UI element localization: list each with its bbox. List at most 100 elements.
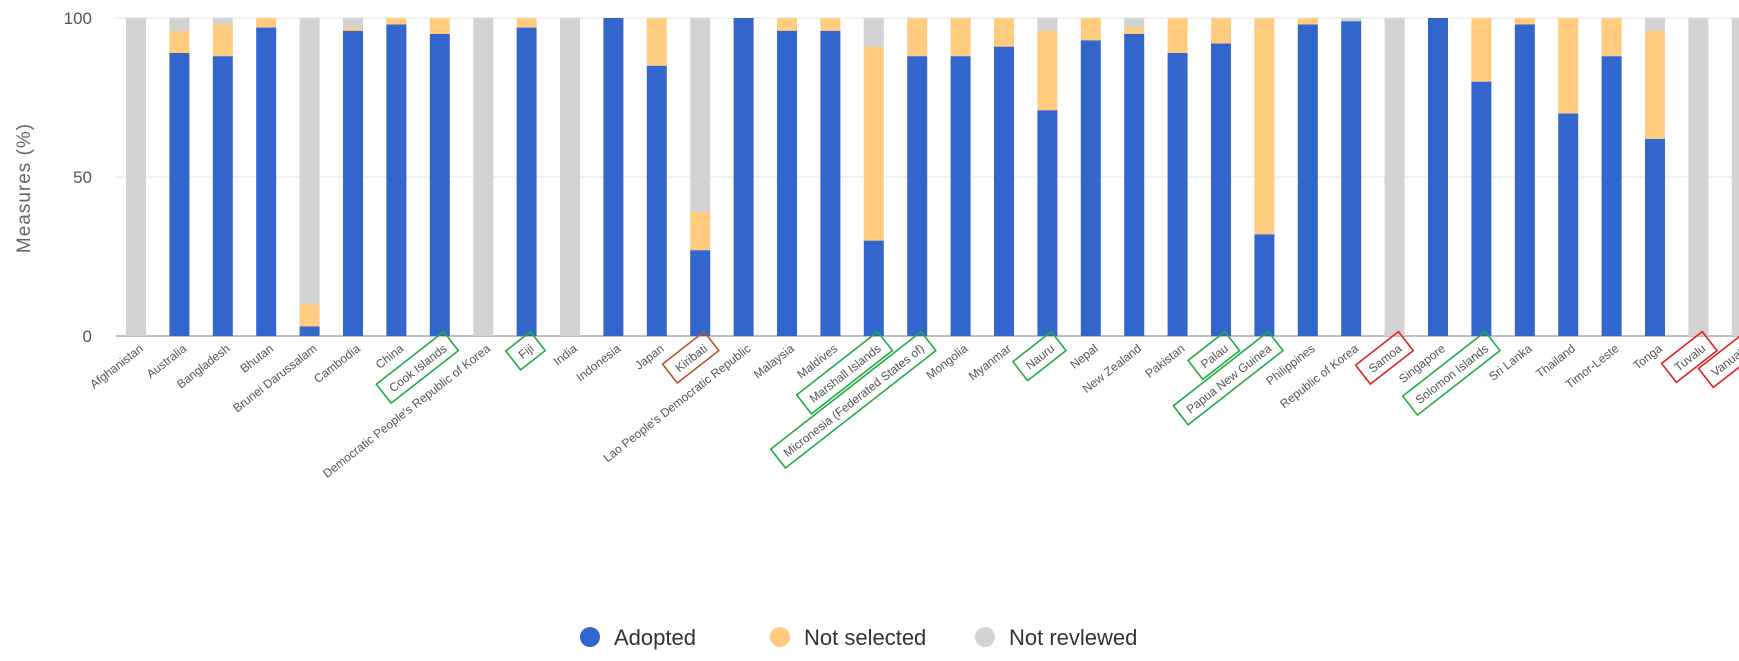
bar-not-reviewed-tonga — [1645, 18, 1665, 31]
bar-not-selected-bangladesh — [212, 24, 233, 57]
bar-not-reviewed-nauru — [1037, 18, 1058, 31]
label-highlight-samoa — [1354, 330, 1415, 386]
x-tick-label-tuvalu: Tuvalu — [1672, 341, 1709, 374]
bar-not-selected-solomon-islands — [1471, 18, 1492, 82]
x-tick-label-malaysia: Malaysia — [751, 341, 797, 381]
x-tick-label-afghanistan: Afghanistan — [87, 341, 146, 391]
x-tick-label-japan: Japan — [632, 341, 666, 372]
bar-not-selected-philippines — [1297, 18, 1318, 25]
bar-adopted-timor-leste — [1601, 56, 1622, 336]
x-tick-label-republic-of-korea: Republic of Korea — [1277, 341, 1361, 411]
bar-not-selected-mongolia — [950, 18, 971, 57]
x-tick-label-samoa: Samoa — [1366, 341, 1405, 376]
bar-adopted-mongolia — [950, 56, 971, 336]
bar-not-reviewed-cambodia — [343, 18, 363, 28]
bar-not-reviewed-new-zealand — [1124, 18, 1145, 28]
label-highlight-fiji — [504, 330, 547, 372]
y-axis: Measures (%) 0 50 100 — [14, 9, 92, 346]
bar-adopted-bhutan — [256, 27, 277, 336]
x-tick-label-palau: Palau — [1198, 341, 1231, 371]
bar-not-selected-japan — [646, 18, 667, 66]
label-highlight-tuvalu — [1660, 330, 1719, 384]
label-highlight-kiribati — [661, 330, 720, 385]
label-highlight-palau — [1186, 330, 1241, 381]
bar-adopted-micronesia-federated-states-of — [907, 56, 928, 336]
bar-not-reviewed-tuvalu — [1688, 18, 1709, 336]
bar-not-selected-marshall-islands — [863, 46, 884, 241]
label-highlight-solomon-islands — [1401, 330, 1502, 417]
bar-adopted-china — [386, 24, 407, 337]
y-tick-label: 0 — [83, 327, 92, 346]
x-tick-label-mongolia: Mongolia — [923, 341, 970, 382]
bar-not-selected-fiji — [516, 18, 537, 28]
bar-not-reviewed-india — [560, 18, 580, 336]
x-tick-label-solomon-islands: Solomon Islands — [1413, 341, 1492, 407]
y-axis-label: Measures (%) — [14, 123, 35, 253]
bar-adopted-fiji — [516, 27, 537, 336]
bar-not-selected-cook-islands — [429, 18, 450, 34]
bar-not-selected-australia — [169, 30, 190, 53]
bar-not-selected-myanmar — [994, 18, 1014, 47]
bar-not-selected-new-zealand — [1124, 27, 1145, 34]
bar-not-reviewed-australia — [169, 18, 190, 31]
bar-adopted-cook-islands — [429, 33, 450, 337]
legend: Adopted Not selected Not revlewed — [580, 625, 1137, 650]
bar-not-selected-brunei-darussalam — [299, 304, 320, 327]
bar-not-reviewed-democratic-people-s-republic-of-korea — [473, 18, 494, 336]
bar-adopted-marshall-islands — [863, 240, 884, 336]
x-tick-label-pakistan: Pakistan — [1143, 341, 1188, 380]
bar-not-selected-micronesia-federated-states-of — [907, 18, 928, 57]
y-tick-label: 100 — [64, 9, 92, 28]
bar-adopted-maldives — [820, 30, 841, 336]
bar-not-selected-malaysia — [777, 18, 797, 31]
legend-label-not-revlewed: Not revlewed — [1009, 625, 1137, 650]
bar-adopted-indonesia — [603, 18, 624, 336]
x-tick-label-nauru: Nauru — [1023, 341, 1057, 372]
x-tick-label-indonesia: Indonesia — [574, 341, 624, 384]
bar-not-selected-palau — [1211, 18, 1231, 44]
bar-not-selected-nepal — [1080, 18, 1101, 41]
bar-not-reviewed-republic-of-korea — [1341, 18, 1362, 22]
bar-adopted-tonga — [1645, 138, 1665, 336]
bar-adopted-malaysia — [777, 30, 797, 336]
bar-adopted-nepal — [1080, 40, 1101, 336]
legend-label-adopted: Adopted — [614, 625, 696, 650]
bar-not-reviewed-marshall-islands — [863, 18, 884, 47]
legend-marker-not-revlewed — [975, 627, 995, 647]
bar-adopted-singapore — [1428, 18, 1448, 336]
bar-adopted-kiribati — [690, 250, 711, 336]
bar-not-selected-bhutan — [256, 18, 277, 28]
label-highlight-marshall-islands — [795, 330, 894, 415]
legend-label-not-selected: Not selected — [804, 625, 926, 650]
bar-adopted-nauru — [1037, 110, 1058, 336]
bar-adopted-philippines — [1297, 24, 1318, 337]
bar-adopted-japan — [646, 65, 667, 336]
x-tick-label-kiribati: Kiribati — [673, 341, 711, 375]
x-tick-label-nepal: Nepal — [1067, 341, 1100, 371]
bar-adopted-republic-of-korea — [1341, 21, 1362, 337]
legend-marker-not-selected — [770, 627, 790, 647]
x-tick-label-bhutan: Bhutan — [237, 341, 276, 375]
bar-adopted-new-zealand — [1124, 33, 1145, 337]
bar-not-selected-kiribati — [690, 211, 711, 251]
bar-not-selected-nauru — [1037, 30, 1058, 111]
bar-not-selected-cambodia — [343, 27, 363, 31]
x-tick-label-india: India — [551, 341, 580, 368]
x-tick-label-cambodia: Cambodia — [311, 341, 363, 386]
bars — [126, 18, 1739, 337]
bar-not-selected-timor-leste — [1601, 18, 1622, 57]
bar-adopted-palau — [1211, 43, 1231, 336]
bar-adopted-sri-lanka — [1514, 24, 1535, 337]
label-highlight-papua-new-guinea — [1172, 330, 1285, 426]
bar-not-selected-maldives — [820, 18, 841, 31]
bar-not-reviewed-kiribati — [690, 18, 711, 212]
bar-not-reviewed-bangladesh — [212, 18, 233, 25]
bar-not-selected-thailand — [1558, 18, 1579, 114]
label-highlight-cook-islands — [375, 330, 460, 405]
x-tick-label-vanuatu: Vanuatu — [1708, 341, 1739, 379]
bar-not-reviewed-afghanistan — [126, 18, 146, 336]
bar-adopted-lao-people-s-democratic-republic — [733, 18, 754, 336]
bar-adopted-cambodia — [343, 30, 363, 336]
